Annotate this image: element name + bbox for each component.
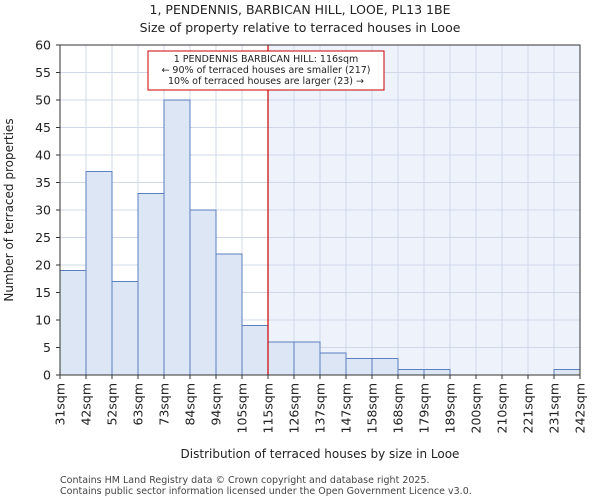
- annotation-line3: 10% of terraced houses are larger (23) →: [168, 76, 364, 87]
- annotation-line2: ← 90% of terraced houses are smaller (21…: [161, 65, 370, 76]
- y-tick-label: 15: [35, 285, 51, 300]
- y-tick-label: 45: [35, 120, 51, 135]
- bar-115sqm: [267, 341, 295, 376]
- y-tick-label: 20: [35, 258, 51, 273]
- bar-31sqm: [59, 270, 87, 376]
- x-tick-label: 210sqm: [495, 383, 510, 433]
- y-tick-label: 55: [35, 65, 51, 80]
- y-axis-label: Number of terraced properties: [2, 118, 16, 301]
- x-tick-label: 158sqm: [365, 383, 380, 433]
- bar-94sqm: [215, 253, 243, 376]
- x-tick-label: 73sqm: [157, 383, 172, 426]
- y-tick-label: 10: [35, 313, 51, 328]
- annotation-box: 1 PENDENNIS BARBICAN HILL: 116sqm ← 90% …: [147, 50, 385, 91]
- x-tick-label: 231sqm: [547, 383, 562, 433]
- bar-52sqm: [111, 281, 139, 376]
- bar-231sqm: [553, 369, 581, 376]
- x-tick-label: 31sqm: [53, 383, 68, 426]
- y-tick-label: 60: [35, 38, 51, 53]
- x-tick-labels: 31sqm 42sqm 52sqm 63sqm 73sqm 84sqm 94sqm 105sq…: [53, 375, 588, 433]
- y-tick-label: 30: [35, 203, 51, 218]
- y-tick-label: 0: [43, 368, 51, 383]
- x-tick-label: 168sqm: [391, 383, 406, 433]
- bar-126sqm: [293, 341, 321, 376]
- x-tick-label: 105sqm: [235, 383, 250, 433]
- x-axis-label: Distribution of terraced houses by size …: [181, 447, 460, 461]
- bar-42sqm: [85, 171, 113, 376]
- x-tick-label: 179sqm: [417, 383, 432, 433]
- x-tick-label: 84sqm: [183, 383, 198, 426]
- footer-line1: Contains HM Land Registry data © Crown c…: [60, 475, 430, 486]
- bar-84sqm: [189, 209, 217, 376]
- x-tick-label: 63sqm: [131, 383, 146, 426]
- bar-168sqm: [397, 369, 425, 376]
- annotation-line1: 1 PENDENNIS BARBICAN HILL: 116sqm: [174, 54, 359, 65]
- y-tick-label: 40: [35, 148, 51, 163]
- x-tick-label: 52sqm: [105, 383, 120, 426]
- annotation-frame: [147, 50, 385, 91]
- y-tick-label: 35: [35, 175, 51, 190]
- footer-line2: Contains public sector information licen…: [60, 486, 472, 497]
- bar-63sqm: [137, 193, 165, 376]
- x-tick-label: 115sqm: [261, 383, 276, 433]
- bar-179sqm: [423, 369, 451, 376]
- x-tick-label: 126sqm: [287, 383, 302, 433]
- x-tick-label: 189sqm: [443, 383, 458, 433]
- y-tick-label: 5: [43, 340, 51, 355]
- x-tick-label: 137sqm: [313, 383, 328, 433]
- x-tick-label: 221sqm: [521, 383, 536, 433]
- x-tick-label: 147sqm: [339, 383, 354, 433]
- y-tick-label: 50: [35, 93, 51, 108]
- bar-147sqm: [345, 358, 373, 376]
- chart-title-line2: Size of property relative to terraced ho…: [140, 20, 461, 35]
- bar-105sqm: [241, 325, 269, 376]
- x-tick-label: 242sqm: [573, 383, 588, 433]
- chart-title-line1: 1, PENDENNIS, BARBICAN HILL, LOOE, PL13 …: [150, 2, 451, 17]
- x-tick-label: 42sqm: [79, 383, 94, 426]
- bar-137sqm: [319, 352, 347, 376]
- bar-73sqm: [163, 99, 191, 376]
- y-tick-labels: 0 5 10 15 20 25 30 35 40 45 50 55 60: [35, 38, 60, 383]
- y-tick-label: 25: [35, 230, 51, 245]
- x-tick-label: 94sqm: [209, 383, 224, 426]
- bars: [59, 99, 581, 376]
- bar-158sqm: [371, 358, 399, 376]
- x-tick-label: 200sqm: [469, 383, 484, 433]
